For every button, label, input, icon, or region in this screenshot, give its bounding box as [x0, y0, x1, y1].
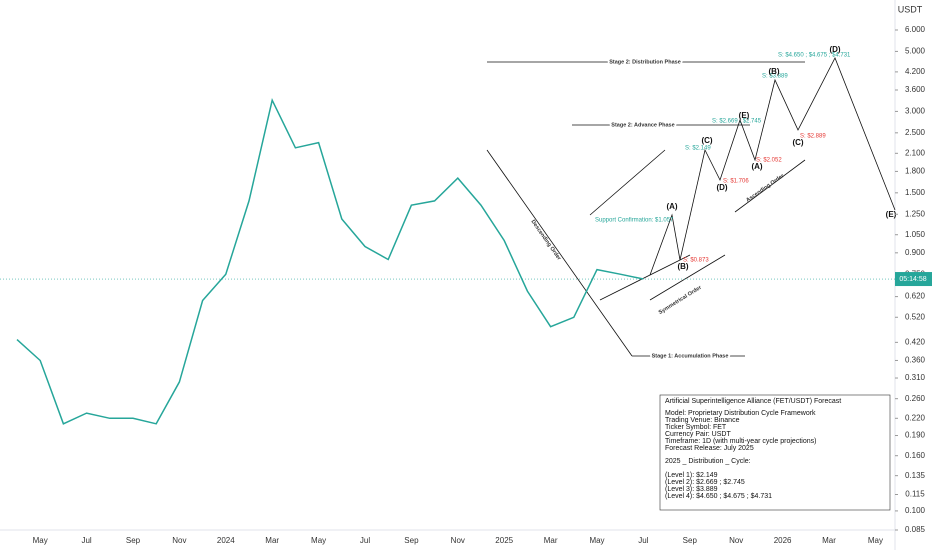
annotation: S: $0.873: [683, 258, 709, 264]
x-tick-label: Mar: [544, 536, 558, 545]
wave-label: (E): [739, 111, 750, 120]
annotation: S: $2.149: [685, 146, 711, 152]
x-tick-label: Jul: [638, 536, 648, 545]
trend-line: [589, 149, 666, 216]
y-tick-label: 0.620: [905, 292, 926, 301]
annotation: S: $1.706: [723, 179, 749, 185]
y-tick-label: 2.100: [905, 148, 926, 157]
y-tick-label: 0.520: [905, 312, 926, 321]
y-tick-label: 3.600: [905, 85, 926, 94]
info-frame: [659, 394, 891, 511]
y-tick-label: 5.000: [905, 47, 926, 56]
y-tick-label: 0.190: [905, 431, 926, 440]
y-tick-label: 1.500: [905, 188, 926, 197]
annotation: S: $2.052: [756, 158, 782, 164]
annotation: S: $3.889: [762, 74, 788, 80]
info-line: Timeframe: 1D (with multi-year cycle pro…: [665, 438, 816, 445]
x-tick-label: Nov: [172, 536, 186, 545]
trend-line: [599, 254, 691, 301]
y-tick-label: 0.260: [905, 394, 926, 403]
trend-line: [734, 159, 806, 213]
y-tick-label: 0.085: [905, 525, 926, 534]
y-tick-label: 1.800: [905, 167, 926, 176]
info-level: (Level 3): $3.889: [665, 486, 718, 493]
x-tick-label: Nov: [729, 536, 743, 545]
x-tick-label: Nov: [451, 536, 465, 545]
annotation: Support Confirmation: $1.057: [595, 218, 674, 224]
x-tick-label: May: [33, 536, 48, 545]
info-line: Currency Pair: USDT: [665, 431, 731, 438]
y-tick-label: 0.100: [905, 506, 926, 515]
x-tick-label: Jul: [81, 536, 91, 545]
y-tick-label: 0.160: [905, 451, 926, 460]
info-cycle: 2025 _ Distribution _ Cycle:: [665, 458, 751, 465]
x-tick-label: 2026: [774, 536, 792, 545]
annotation: S: $2.889: [800, 134, 826, 140]
y-tick-label: 4.200: [905, 67, 926, 76]
y-tick-label: 2.500: [905, 128, 926, 137]
price-tag: [895, 272, 932, 287]
wave-label: (E): [886, 210, 897, 219]
x-tick-label: Sep: [404, 536, 419, 545]
info-line: Trading Venue: Binance: [665, 417, 740, 424]
x-tick-label: 2025: [495, 536, 513, 545]
projection: [486, 57, 896, 357]
y-tick-label: 1.050: [905, 230, 926, 239]
annotation: Stage 2: Distribution Phase: [609, 59, 681, 65]
y-tick-label: 1.250: [905, 209, 926, 218]
wave-label: (D): [716, 183, 727, 192]
y-tick-label: 0.220: [905, 413, 926, 422]
y-tick-label: 0.310: [905, 373, 926, 382]
wave-label: (B): [677, 262, 688, 271]
wave-label: (A): [666, 202, 677, 211]
price-line: [16, 97, 644, 425]
wave-label: (A): [751, 162, 762, 171]
info-line: Ticker Symbol: FET: [665, 424, 727, 431]
countdown: 05:14:58: [899, 276, 926, 283]
info-box: Artificial Superintelligence Alliance (F…: [659, 394, 891, 511]
annotation: Stage 2: Advance Phase: [611, 122, 674, 128]
x-tick-label: Mar: [822, 536, 836, 545]
y-tick-label: 6.000: [905, 25, 926, 34]
annotation: S: $4.650 ; $4.675 ; $4.731: [778, 53, 851, 59]
trend-line: [649, 254, 726, 301]
wave-label: (D): [829, 45, 840, 54]
x-tick-label: May: [589, 536, 604, 545]
y-tick-label: 0.115: [905, 490, 925, 499]
x-tick-label: May: [311, 536, 326, 545]
annotation: S: $2.669 ; $2.745: [712, 119, 762, 125]
projection-path: [649, 57, 896, 276]
y-tick-label: 0.135: [905, 471, 926, 480]
y-tick-label: 3.000: [905, 107, 926, 116]
x-tick-label: Sep: [126, 536, 141, 545]
x-tick-label: Mar: [265, 536, 279, 545]
y-tick-label: 0.420: [905, 337, 926, 346]
wave-label: (C): [792, 138, 803, 147]
x-tick-label: 2024: [217, 536, 235, 545]
info-level: (Level 2): $2.669 ; $2.745: [665, 479, 745, 486]
info-level: (Level 1): $2.149: [665, 472, 718, 479]
trend-line: [486, 149, 633, 357]
info-line: Model: Proprietary Distribution Cycle Fr…: [665, 410, 816, 417]
x-tick-label: Sep: [683, 536, 698, 545]
info-title: Artificial Superintelligence Alliance (F…: [665, 398, 841, 405]
wave-label: (C): [701, 136, 712, 145]
info-level: (Level 4): $4.650 ; $4.675 ; $4.731: [665, 493, 772, 500]
x-tick-label: Jul: [360, 536, 370, 545]
info-line: Forecast Release: July 2025: [665, 445, 754, 452]
x-tick-label: May: [868, 536, 883, 545]
y-tick-label: 0.360: [905, 356, 926, 365]
y-tick-label: 0.900: [905, 248, 926, 257]
wave-label: (B): [768, 67, 779, 76]
annotation: Stage 1: Accumulation Phase: [652, 353, 729, 359]
currency: USDT: [898, 4, 923, 14]
